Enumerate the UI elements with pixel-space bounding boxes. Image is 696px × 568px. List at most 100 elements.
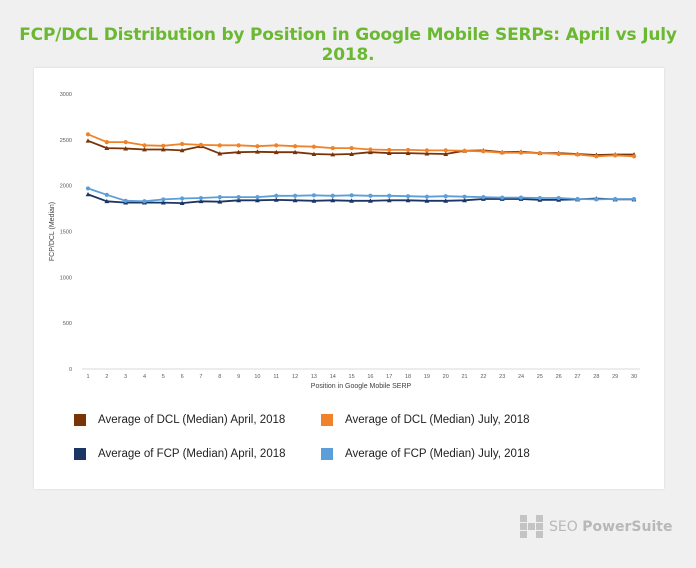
data-point-2 [443, 198, 449, 203]
chart-card [34, 68, 664, 489]
data-point-2 [236, 197, 242, 203]
brand-name: SEO PowerSuite [549, 519, 672, 535]
data-point-3 [217, 195, 222, 200]
data-point-3 [518, 195, 524, 200]
data-point-1 [85, 132, 91, 137]
data-point-3 [443, 194, 448, 199]
data-point-1 [330, 145, 335, 151]
data-point-2 [255, 197, 260, 203]
data-point-3 [500, 195, 505, 200]
data-point-1 [537, 151, 542, 156]
data-point-1 [462, 148, 467, 153]
data-point-3 [594, 197, 599, 202]
data-point-0 [179, 147, 185, 153]
y-tick-label: 2500 [60, 138, 72, 144]
data-point-3 [236, 195, 241, 200]
data-point-0 [236, 149, 242, 155]
legend-swatch-fcp-july [321, 448, 333, 460]
data-point-1 [613, 153, 618, 158]
data-point-1 [236, 143, 241, 148]
y-tick-label: 1500 [60, 230, 72, 236]
data-point-1 [274, 143, 279, 148]
data-point-0 [85, 138, 91, 143]
data-point-3 [274, 193, 279, 198]
data-point-3 [180, 196, 185, 201]
legend-label-fcp-april: Average of FCP (Median) April, 2018 [98, 448, 286, 460]
data-point-1 [311, 144, 317, 149]
data-point-1 [424, 148, 429, 153]
x-tick-label: 14 [330, 374, 336, 380]
legend-item-fcp-july: Average of FCP (Median) July, 2018 [321, 448, 530, 460]
data-point-2 [349, 198, 354, 203]
series-line-2 [87, 193, 634, 205]
x-tick-label: 20 [443, 374, 449, 380]
data-point-3 [255, 195, 260, 200]
x-tick-label: 8 [218, 374, 221, 380]
series-line-3 [87, 187, 634, 203]
data-point-2 [179, 200, 185, 206]
data-point-0 [273, 149, 279, 155]
data-point-0 [104, 145, 110, 151]
data-point-3 [142, 199, 147, 204]
data-point-0 [311, 151, 317, 156]
x-tick-label: 17 [386, 374, 392, 380]
data-point-0 [292, 149, 298, 155]
data-point-3 [462, 194, 467, 199]
data-point-0 [160, 147, 166, 152]
data-point-3 [161, 197, 166, 202]
data-point-1 [142, 143, 147, 148]
x-tick-label: 23 [499, 374, 505, 380]
data-point-1 [500, 150, 505, 155]
data-point-0 [142, 147, 147, 152]
data-point-3 [104, 192, 109, 197]
x-tick-label: 11 [273, 374, 279, 380]
data-point-3 [537, 195, 542, 201]
data-point-0 [123, 146, 129, 151]
x-tick-label: 7 [199, 374, 202, 380]
data-point-0 [349, 151, 354, 156]
x-tick-label: 2 [105, 374, 108, 380]
data-point-1 [556, 151, 561, 157]
legend-item-dcl-july: Average of DCL (Median) July, 2018 [321, 414, 530, 426]
x-tick-label: 24 [518, 374, 524, 380]
data-point-0 [424, 151, 430, 156]
legend-label-dcl-april: Average of DCL (Median) April, 2018 [98, 414, 286, 426]
data-point-3 [330, 193, 335, 198]
data-point-3 [424, 194, 429, 199]
brand-bold: PowerSuite [582, 518, 673, 535]
x-tick-label: 18 [405, 374, 411, 380]
data-point-3 [85, 186, 91, 191]
legend-item-dcl-april: Average of DCL (Median) April, 2018 [74, 414, 285, 426]
brand-logo: SEO PowerSuite [520, 515, 672, 538]
y-tick-label: 500 [63, 321, 72, 327]
data-point-3 [556, 195, 561, 201]
data-point-3 [368, 193, 373, 198]
data-point-1 [349, 145, 354, 151]
y-tick-label: 0 [69, 367, 72, 373]
x-tick-label: 19 [424, 374, 430, 380]
y-tick-label: 3000 [60, 92, 72, 98]
y-tick-label: 1000 [60, 275, 72, 281]
data-point-3 [405, 194, 411, 199]
data-point-3 [481, 195, 486, 200]
data-point-1 [575, 152, 580, 157]
data-point-3 [198, 195, 204, 201]
x-tick-label: 21 [461, 374, 467, 380]
x-tick-label: 12 [292, 374, 298, 380]
data-point-2 [386, 197, 392, 203]
data-point-3 [613, 196, 618, 202]
data-point-1 [104, 140, 109, 145]
data-point-1 [180, 141, 185, 147]
legend-swatch-fcp-april [74, 448, 86, 460]
data-point-2 [85, 191, 91, 197]
data-point-1 [481, 149, 486, 154]
x-tick-label: 29 [612, 374, 618, 380]
data-point-0 [217, 151, 223, 156]
x-axis-title: Position in Google Mobile SERP [311, 383, 412, 390]
x-tick-label: 10 [254, 374, 260, 380]
data-point-1 [255, 144, 260, 149]
data-point-3 [293, 193, 298, 198]
x-tick-label: 22 [480, 374, 486, 380]
data-point-2 [160, 200, 166, 205]
data-point-3 [575, 196, 580, 202]
